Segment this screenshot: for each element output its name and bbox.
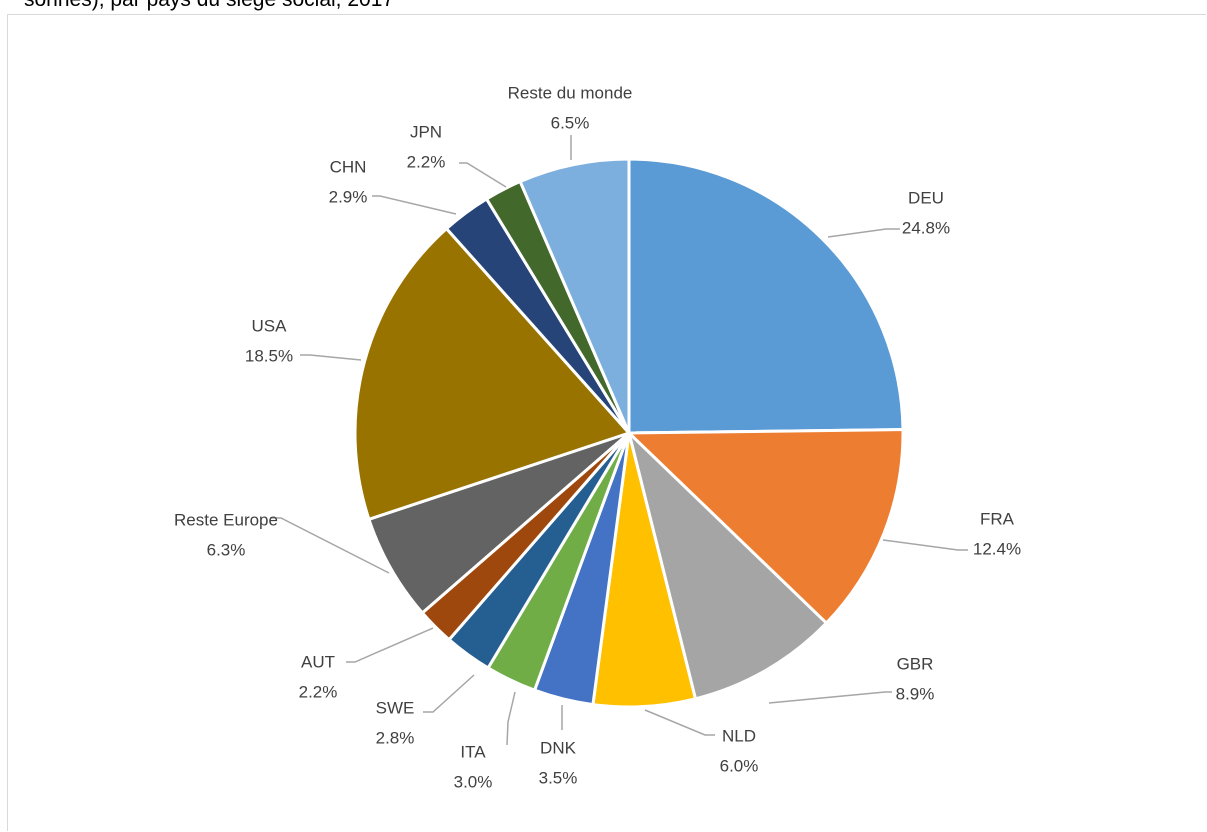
leader-line-chn: [372, 195, 457, 215]
slice-label-nld: NLD: [722, 726, 756, 745]
leader-line-gbr: [768, 691, 892, 704]
slice-label-reste-du-monde: Reste du monde: [508, 83, 633, 102]
chart-title-fragment: sonnes), par pays du siège social, 2017: [24, 0, 394, 12]
slice-label-fra: FRA: [980, 509, 1015, 528]
slice-value-nld: 6.0%: [720, 756, 759, 775]
leader-line-aut: [346, 627, 434, 663]
leader-line-swe: [423, 674, 475, 713]
slice-value-chn: 2.9%: [329, 187, 368, 206]
leader-line-deu: [827, 228, 900, 238]
pie-slice-reste-du-monde: [518, 157, 631, 435]
slice-value-jpn: 2.2%: [407, 152, 446, 171]
data-labels: DEU 24.8% FRA 12.4% GBR 8.9% NLD 6.0% DNK 3.5% ITA…: [174, 83, 1021, 791]
slice-value-aut: 2.2%: [299, 682, 338, 701]
pie-slice-gbr: [627, 431, 828, 701]
leader-line-fra: [882, 539, 968, 551]
pie-slice-deu: [627, 157, 905, 435]
pie-slice-fra: [627, 428, 905, 625]
slice-value-fra: 12.4%: [973, 539, 1021, 558]
slice-value-swe: 2.8%: [376, 728, 415, 747]
slice-value-gbr: 8.9%: [896, 684, 935, 703]
slice-label-gbr: GBR: [897, 654, 934, 673]
slice-label-dnk: DNK: [540, 738, 577, 757]
slice-value-deu: 24.8%: [902, 218, 950, 237]
slice-value-dnk: 3.5%: [539, 768, 578, 787]
leader-line-usa: [300, 354, 362, 361]
chart-area: [7, 14, 1206, 831]
leader-line-nld: [644, 709, 715, 736]
slice-label-jpn: JPN: [410, 122, 442, 141]
pie-slices: [353, 157, 905, 709]
slice-value-ita: 3.0%: [454, 772, 493, 791]
slice-label-aut: AUT: [301, 652, 335, 671]
slice-value-reste-du-monde: 6.5%: [551, 113, 590, 132]
slice-label-reste-europe: Reste Europe: [174, 510, 278, 529]
slice-label-usa: USA: [252, 316, 288, 335]
leader-line-reste-europe: [270, 517, 390, 574]
slice-label-ita: ITA: [460, 742, 486, 761]
slice-label-chn: CHN: [330, 157, 367, 176]
pie-slice-usa: [353, 227, 631, 521]
leader-lines: [270, 135, 968, 746]
leader-line-ita: [506, 691, 516, 746]
leader-line-jpn: [459, 162, 507, 188]
slice-value-reste-europe: 6.3%: [207, 540, 246, 559]
slice-label-deu: DEU: [908, 188, 944, 207]
slice-label-swe: SWE: [376, 698, 415, 717]
slice-value-usa: 18.5%: [245, 346, 293, 365]
